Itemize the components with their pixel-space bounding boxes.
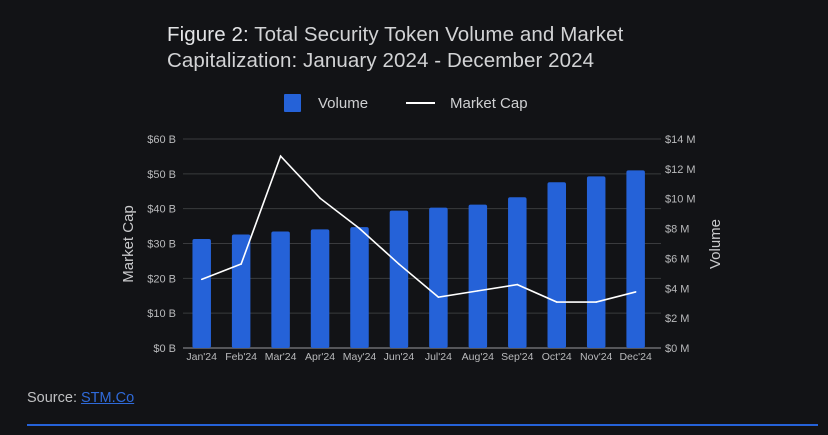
- market-cap-point: [358, 227, 361, 230]
- right-axis-tick-label: $0 M: [665, 343, 689, 355]
- market-cap-point: [240, 263, 242, 265]
- legend-market-cap-label: Market Cap: [450, 94, 528, 112]
- source-line: Source: STM.Co: [27, 390, 134, 406]
- right-axis-tick-label: $12 M: [665, 164, 696, 176]
- market-cap-point: [319, 197, 321, 200]
- right-axis-tick-label: $2 M: [665, 313, 689, 325]
- x-axis-tick-label: May'24: [343, 351, 377, 363]
- volume-bar: [389, 210, 409, 348]
- right-axis-tick-label: $6 M: [665, 253, 689, 265]
- volume-bar: [231, 234, 251, 348]
- market-cap-point: [634, 291, 637, 293]
- left-axis-tick-label: $20 B: [147, 273, 176, 285]
- market-cap-point: [477, 290, 479, 292]
- market-cap-point: [555, 301, 558, 303]
- legend-market-cap-swatch: [406, 102, 436, 104]
- source-label: Source:: [27, 390, 77, 406]
- figure-title-text: Total Security Token Volume and Market C…: [167, 23, 624, 72]
- figure-label: Figure 2:: [167, 23, 249, 46]
- market-cap-point: [398, 263, 400, 265]
- volume-bar: [429, 207, 448, 348]
- chart-title: Figure 2: Total Security Token Volume an…: [167, 22, 687, 74]
- left-axis-tick-label: $40 B: [147, 204, 176, 216]
- right-axis-tick-label: $4 M: [665, 283, 689, 295]
- x-axis-tick-label: Oct'24: [542, 351, 572, 363]
- left-axis-tick-label: $0 B: [153, 343, 176, 355]
- right-axis-tick-label: $8 M: [665, 224, 689, 236]
- left-axis-tick-label: $50 B: [147, 169, 176, 181]
- source-link[interactable]: STM.Co: [81, 390, 135, 406]
- volume-bar: [271, 231, 290, 348]
- left-axis-tick-label: $10 B: [147, 308, 176, 320]
- x-axis-tick-label: Dec'24: [619, 351, 652, 363]
- bottom-divider: [27, 424, 818, 426]
- x-axis-tick-label: Feb'24: [225, 351, 257, 363]
- x-axis-tick-label: Jun'24: [384, 351, 415, 363]
- volume-bar: [547, 182, 566, 348]
- left-axis-tick-label: $30 B: [147, 239, 176, 251]
- volume-bar: [586, 176, 606, 348]
- legend: Volume Market Cap: [284, 92, 528, 114]
- volume-bar: [508, 197, 527, 348]
- x-axis-tick-label: Apr'24: [305, 351, 335, 363]
- market-cap-point: [437, 296, 440, 298]
- market-cap-point: [279, 155, 282, 157]
- x-axis-tick-label: Jan'24: [186, 351, 217, 363]
- left-axis-tick-label: $60 B: [147, 134, 176, 146]
- x-axis-tick-label: Aug'24: [462, 351, 495, 363]
- x-axis-tick-label: Jul'24: [425, 351, 452, 363]
- legend-volume-swatch: [284, 94, 301, 112]
- volume-bar: [192, 239, 211, 348]
- volume-bar: [626, 170, 645, 348]
- volume-bar: [468, 204, 488, 348]
- left-axis-title: Market Cap: [120, 205, 137, 283]
- right-axis-tick-label: $10 M: [665, 194, 696, 206]
- market-cap-point: [516, 283, 519, 286]
- right-axis-title: Volume: [707, 219, 724, 269]
- x-axis-tick-label: Nov'24: [580, 351, 613, 363]
- volume-bar: [350, 227, 369, 348]
- x-axis-tick-label: Mar'24: [265, 351, 297, 363]
- volume-bar: [310, 229, 330, 348]
- market-cap-line: [201, 154, 636, 303]
- market-cap-point: [595, 301, 597, 303]
- market-cap-point: [200, 278, 203, 281]
- x-axis-tick-label: Sep'24: [501, 351, 534, 363]
- right-axis-tick-label: $14 M: [665, 134, 696, 146]
- legend-volume-label: Volume: [318, 94, 369, 112]
